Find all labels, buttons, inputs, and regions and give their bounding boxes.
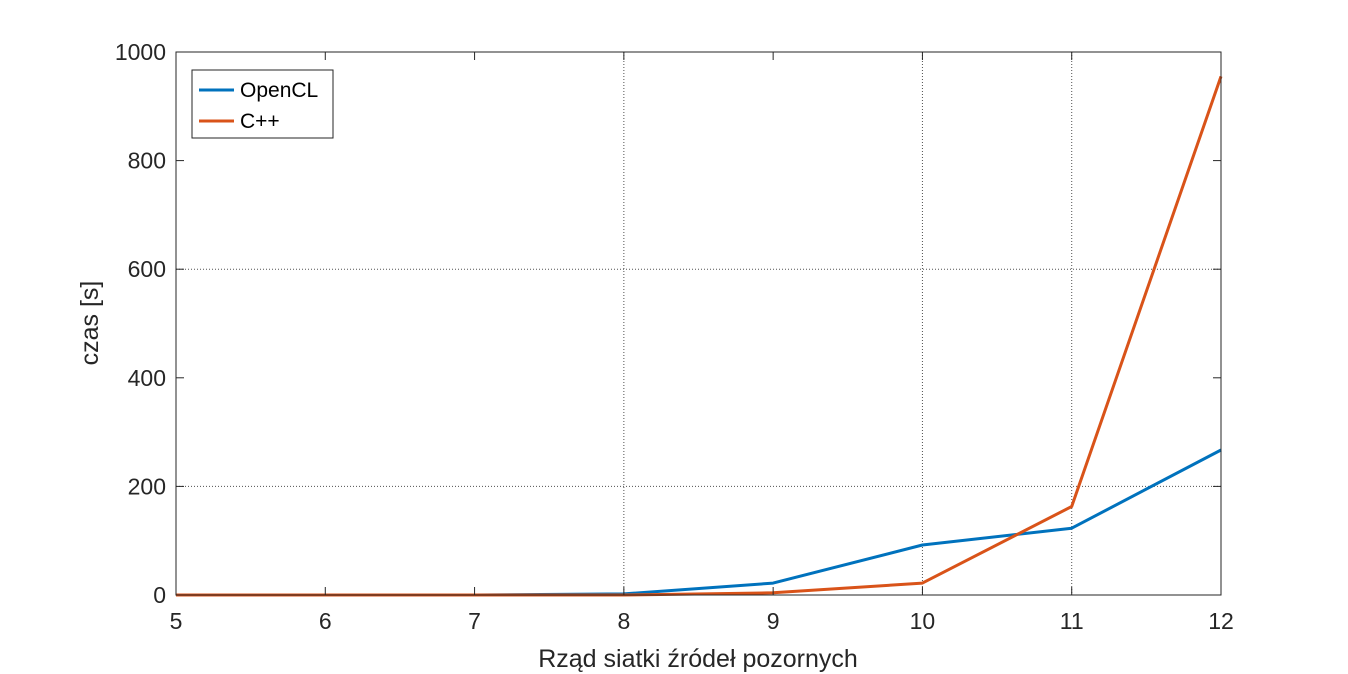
x-tick-label: 7 <box>468 608 481 634</box>
legend: OpenCL C++ <box>191 69 334 139</box>
y-tick-label: 0 <box>153 582 166 608</box>
legend-box <box>191 69 334 139</box>
legend-label-cpp: C++ <box>240 110 280 133</box>
x-tick-label: 5 <box>170 608 183 634</box>
y-tick-label: 600 <box>128 256 166 282</box>
plot-area <box>176 52 1221 595</box>
y-tick-label: 1000 <box>115 39 166 65</box>
x-axis-label: Rząd siatki źródeł pozornych <box>538 645 858 673</box>
y-axis-label: czas [s] <box>76 281 104 366</box>
y-tick-label: 200 <box>128 473 166 499</box>
x-tick-label: 8 <box>617 608 630 634</box>
x-tick-label: 11 <box>1060 608 1084 634</box>
plot-frame <box>175 51 1222 596</box>
x-tick-label: 9 <box>767 608 780 634</box>
y-tick-label: 400 <box>128 365 166 391</box>
x-tick-label: 6 <box>319 608 332 634</box>
grid-lines <box>176 52 1221 595</box>
x-tick-label: 10 <box>910 608 936 634</box>
legend-label-opencl: OpenCL <box>240 79 318 102</box>
axis-ticks: 5 6 7 8 9 10 11 12 0 200 400 600 800 1000 <box>115 39 1234 634</box>
x-tick-label: 12 <box>1208 608 1234 634</box>
y-tick-label: 800 <box>128 148 166 174</box>
